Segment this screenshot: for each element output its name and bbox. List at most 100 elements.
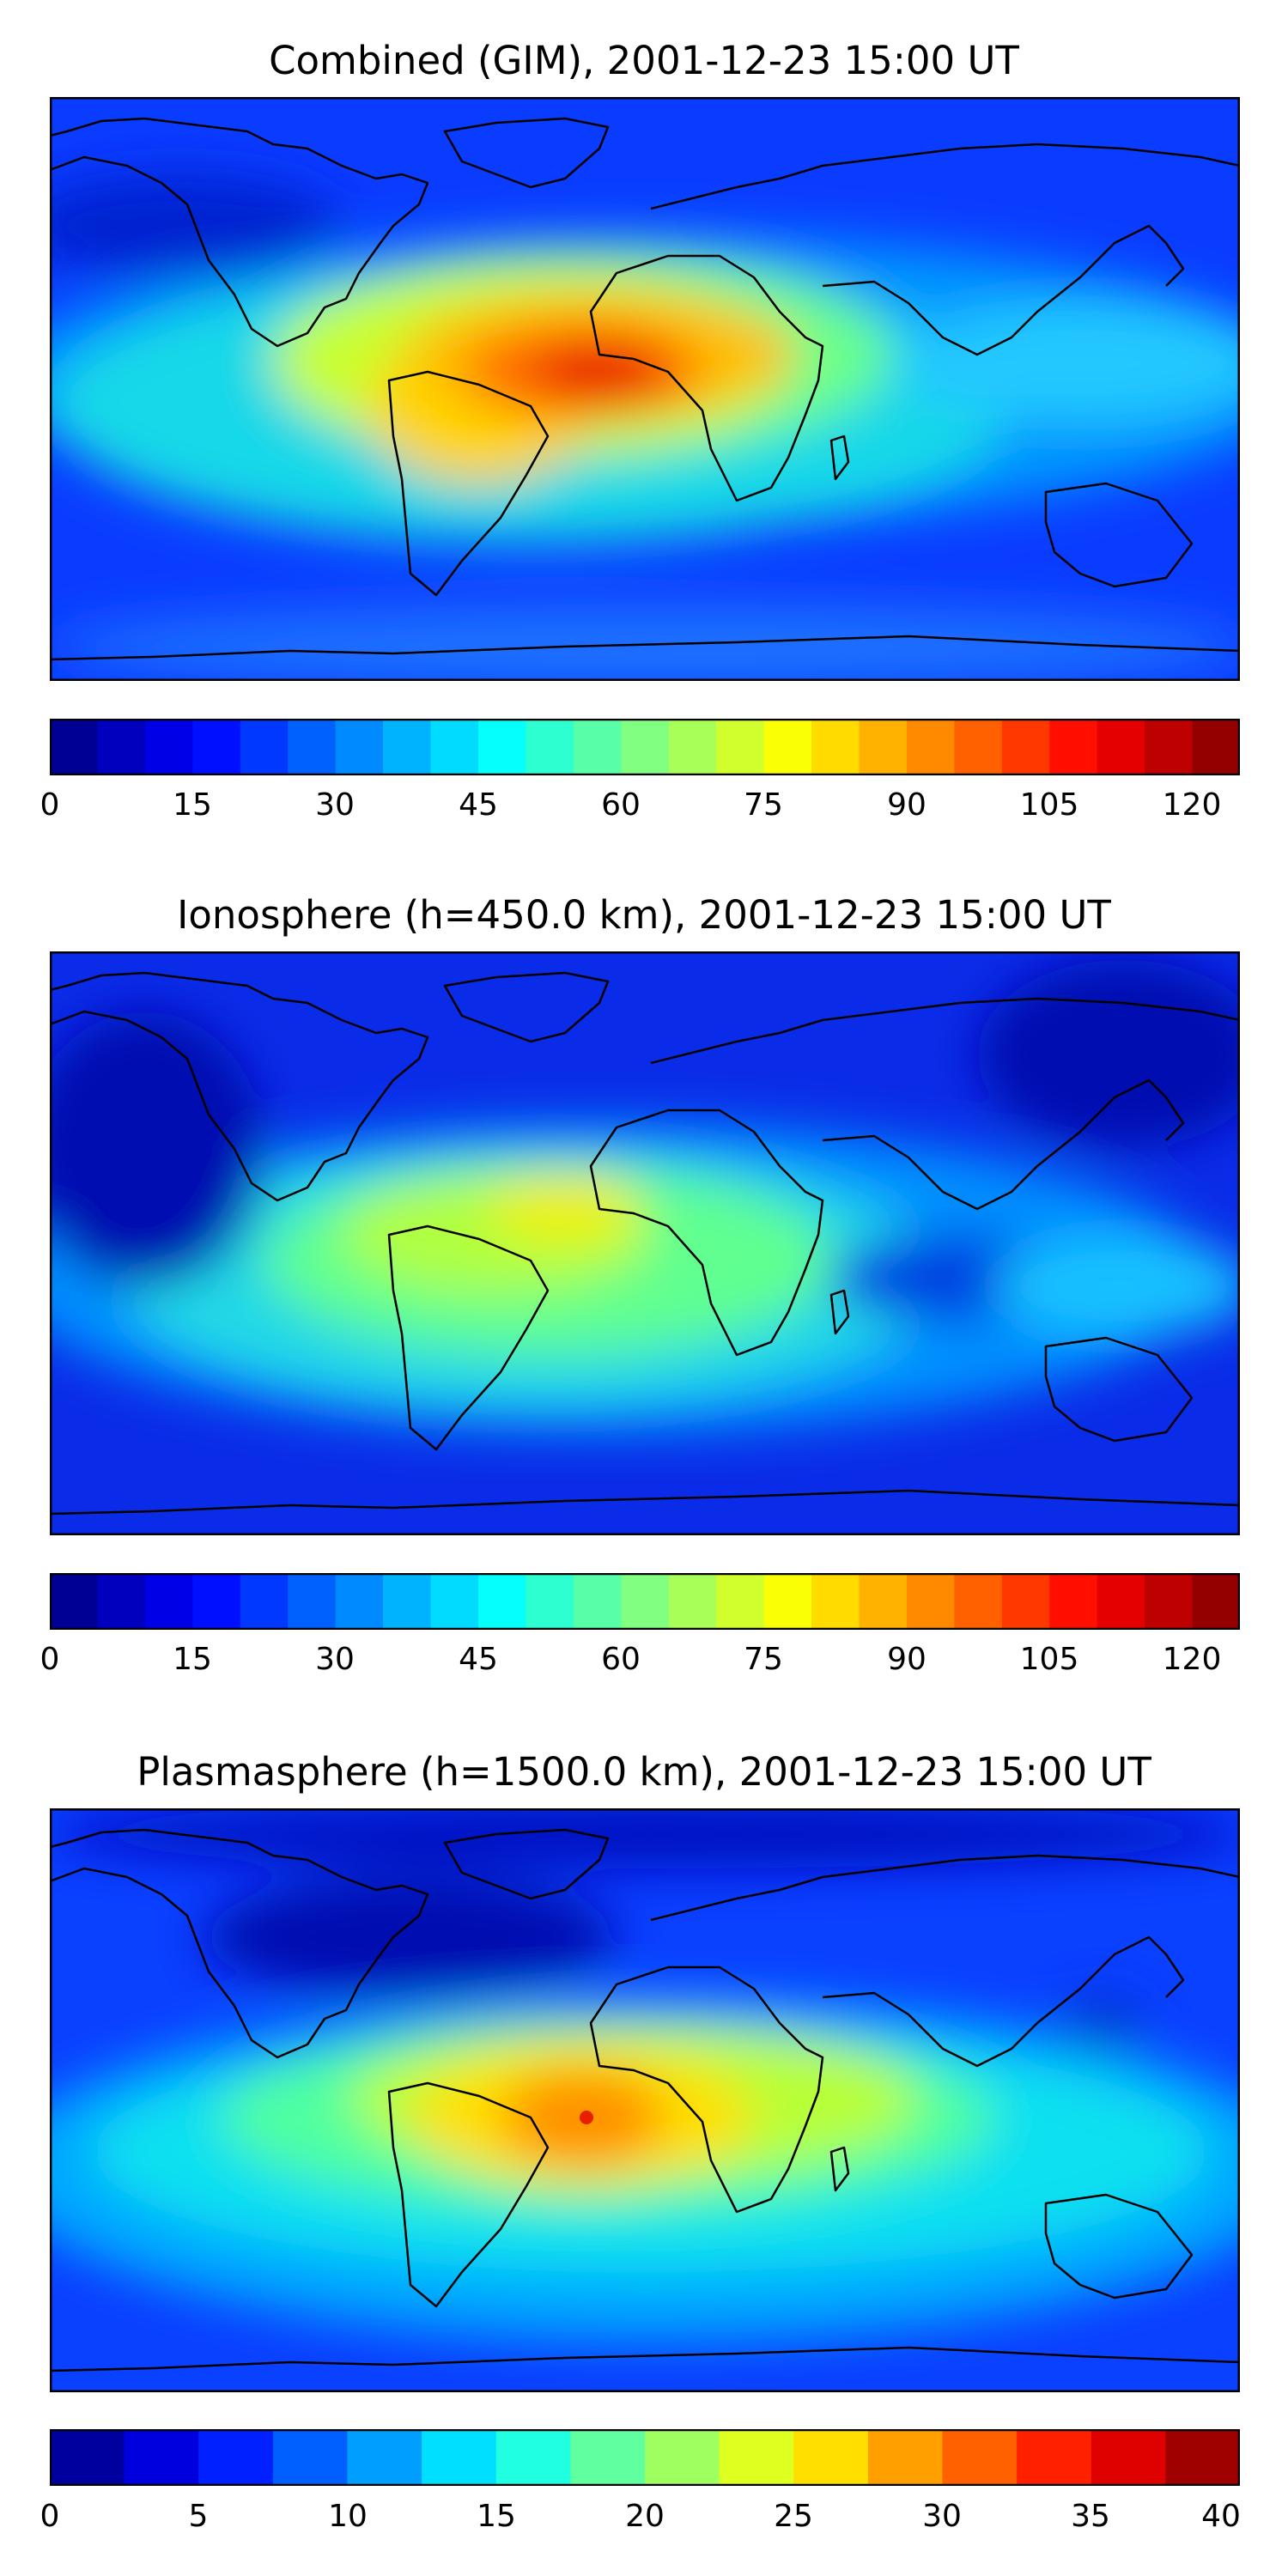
colorbar-segment (240, 1573, 289, 1630)
colorbar-segment (570, 2429, 646, 2486)
colorbar-segment (859, 719, 908, 775)
colorbar-segment (1001, 1573, 1051, 1630)
coast-south-asia (822, 1935, 1185, 2068)
colorbar-segment (668, 719, 717, 775)
colorbar-segment (124, 2429, 200, 2486)
band (50, 1012, 264, 1286)
tick-label: 40 (1201, 2499, 1241, 2534)
tick-label: 30 (922, 2499, 962, 2534)
colorbar-frame (50, 719, 1240, 775)
coast-africa-eurasia (589, 143, 1240, 502)
coast-madagascar (829, 434, 850, 481)
coast-north-america (50, 1828, 429, 2059)
tick-label: 15 (173, 1642, 212, 1677)
colorbar-segment (97, 1573, 146, 1630)
tick-label: 45 (459, 1642, 498, 1677)
colorbar-segment (1097, 1573, 1145, 1630)
coast-madagascar (829, 2146, 850, 2192)
coast-south-america (387, 370, 550, 597)
coast-antarctica (50, 2346, 1240, 2372)
map-combined (50, 97, 1240, 681)
colorbar-segment (50, 1573, 99, 1630)
coastlines (50, 1828, 1240, 2372)
colorbar-segment (50, 719, 99, 775)
colorbar-segment (144, 719, 194, 775)
colorbar-segment (288, 719, 337, 775)
tick-label: 60 (601, 787, 641, 823)
coastlines (50, 117, 1240, 661)
coast-north-america (50, 117, 429, 348)
tick-label: 15 (477, 2499, 516, 2534)
coast-greenland (443, 971, 610, 1043)
tick-label: 90 (887, 1642, 927, 1677)
coast-south-america (387, 2081, 550, 2308)
colorbar-segment (573, 1573, 623, 1630)
colorbar-segment (97, 719, 146, 775)
map-frame (50, 951, 1240, 1535)
coast-africa-eurasia (589, 1854, 1240, 2214)
panel-1-title: Combined (GIM), 2001-12-23 15:00 UT (269, 38, 1019, 83)
colorbar-combined (50, 719, 1240, 775)
colorbar-segment (793, 2429, 869, 2486)
colorbar-segment (1145, 1573, 1194, 1630)
colorbar-segment (645, 2429, 720, 2486)
tick-label: 5 (188, 2499, 209, 2534)
tick-label: 35 (1071, 2499, 1110, 2534)
band (204, 1877, 617, 1997)
tick-label: 10 (328, 2499, 368, 2534)
colorbar-segment (1049, 1573, 1098, 1630)
band (50, 1808, 1240, 1868)
colorbar-segment (867, 2429, 944, 2486)
tick-label: 25 (774, 2499, 813, 2534)
colorbar-segment (1192, 1573, 1240, 1630)
colorbar-ticks-ionosphere: 0 15 30 45 60 75 90 105 120 (0, 1644, 1288, 1696)
band (994, 1235, 1240, 1338)
coast-north-america (50, 971, 429, 1202)
coast-australia (1044, 482, 1194, 588)
colorbar-frame (50, 1573, 1240, 1630)
colorbar-segment (50, 2429, 125, 2486)
field-shading (50, 174, 1240, 681)
colorbar-segment (477, 1573, 527, 1630)
map-frame (50, 97, 1240, 681)
colorbar-segment (422, 2429, 497, 2486)
colorbar-segment (526, 1573, 574, 1630)
colorbar-segment (430, 719, 479, 775)
colorbar-segment (192, 719, 241, 775)
band (50, 604, 1240, 681)
colorbar-ionosphere (50, 1573, 1240, 1630)
colorbar-segment (906, 719, 956, 775)
band (1059, 1997, 1145, 2049)
colorbar-segment (668, 1573, 717, 1630)
colorbar-segment (763, 719, 812, 775)
coast-greenland (443, 1828, 610, 1900)
colorbar-segment (1017, 2429, 1092, 2486)
colorbar-segment (430, 1573, 479, 1630)
map-ionosphere (50, 951, 1240, 1535)
tick-label: 0 (39, 787, 60, 823)
colorbar-ticks-combined: 0 15 30 45 60 75 90 105 120 (0, 790, 1288, 841)
coast-south-asia (822, 1078, 1185, 1211)
colorbar-segment (526, 719, 574, 775)
tick-label: 75 (744, 1642, 783, 1677)
colorbar-ticks-plasmasphere: 0 5 10 15 20 25 30 35 40 (0, 2501, 1288, 2553)
colorbar-segment (954, 1573, 1003, 1630)
tick-label: 105 (1019, 787, 1079, 823)
colorbar-segment (716, 719, 765, 775)
colorbar-segment (573, 719, 623, 775)
colorbar-segment (719, 2429, 795, 2486)
colorbar-segment (1049, 719, 1098, 775)
colorbar-segment (811, 719, 860, 775)
coast-antarctica (50, 635, 1240, 661)
map-frame (50, 1808, 1240, 2392)
colorbar-segment (335, 719, 384, 775)
colorbar-segment (1192, 719, 1240, 775)
tick-label: 120 (1162, 1642, 1222, 1677)
tick-label: 105 (1019, 1642, 1079, 1677)
coast-africa-eurasia (589, 997, 1240, 1357)
colorbar-segment (198, 2429, 274, 2486)
tick-label: 30 (315, 1642, 355, 1677)
colorbar-segment (954, 719, 1003, 775)
panel-3-title: Plasmasphere (h=1500.0 km), 2001-12-23 1… (137, 1749, 1151, 1795)
band (535, 342, 664, 402)
